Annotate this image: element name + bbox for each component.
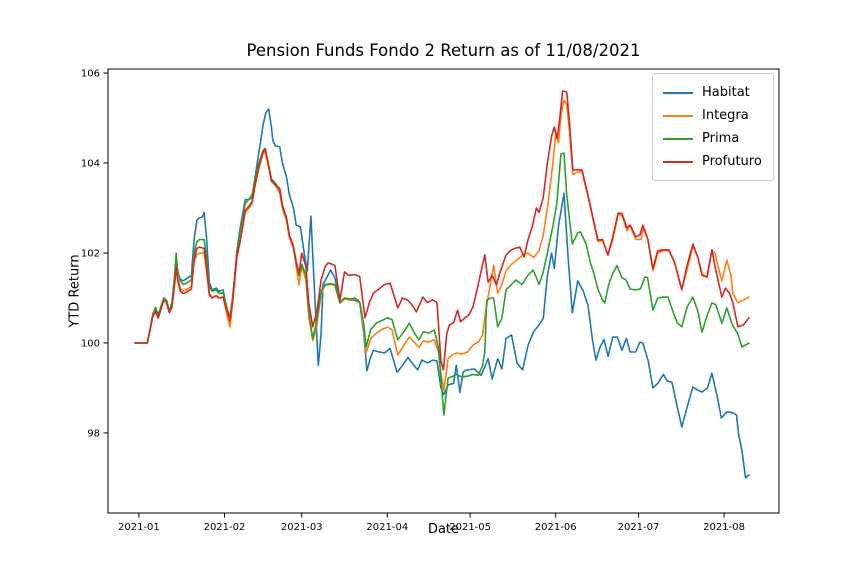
- y-tick-label: 106: [81, 69, 100, 80]
- y-tick-label: 104: [81, 159, 100, 170]
- legend-label: Profuturo: [702, 154, 762, 169]
- x-tick-label: 2021-03: [281, 522, 323, 533]
- y-tick-label: 98: [87, 428, 100, 439]
- chart-title: Pension Funds Fondo 2 Return as of 11/08…: [246, 41, 641, 60]
- series-line-prima: [134, 147, 750, 416]
- legend-line-prima: [663, 137, 693, 140]
- x-tick-label: 2021-06: [535, 522, 577, 533]
- legend-label: Habitat: [702, 85, 750, 100]
- legend-label: Prima: [702, 131, 740, 146]
- x-tick-label: 2021-04: [366, 522, 408, 533]
- x-tick-label: 2021-08: [703, 522, 745, 533]
- series-line-profuturo: [134, 90, 750, 371]
- x-axis-label: Date: [427, 522, 460, 537]
- legend-item-habitat: Habitat: [663, 81, 763, 104]
- legend-line-integra: [663, 114, 693, 117]
- x-tick-label: 2021-02: [204, 522, 246, 533]
- y-tick-label: 102: [81, 248, 100, 259]
- legend-item-profuturo: Profuturo: [663, 150, 763, 173]
- series-line-habitat: [134, 108, 750, 479]
- legend-item-integra: Integra: [663, 104, 763, 127]
- y-tick-label: 100: [81, 338, 100, 349]
- legend-item-prima: Prima: [663, 127, 763, 150]
- legend: Habitat Integra Prima Profuturo: [652, 73, 774, 181]
- legend-line-habitat: [663, 91, 693, 94]
- plot-border: [107, 68, 780, 514]
- x-tick-label: 2021-07: [618, 522, 660, 533]
- legend-label: Integra: [702, 108, 749, 123]
- x-tick-label: 2021-05: [449, 522, 491, 533]
- legend-line-profuturo: [663, 160, 693, 163]
- x-tick-label: 2021-01: [118, 522, 160, 533]
